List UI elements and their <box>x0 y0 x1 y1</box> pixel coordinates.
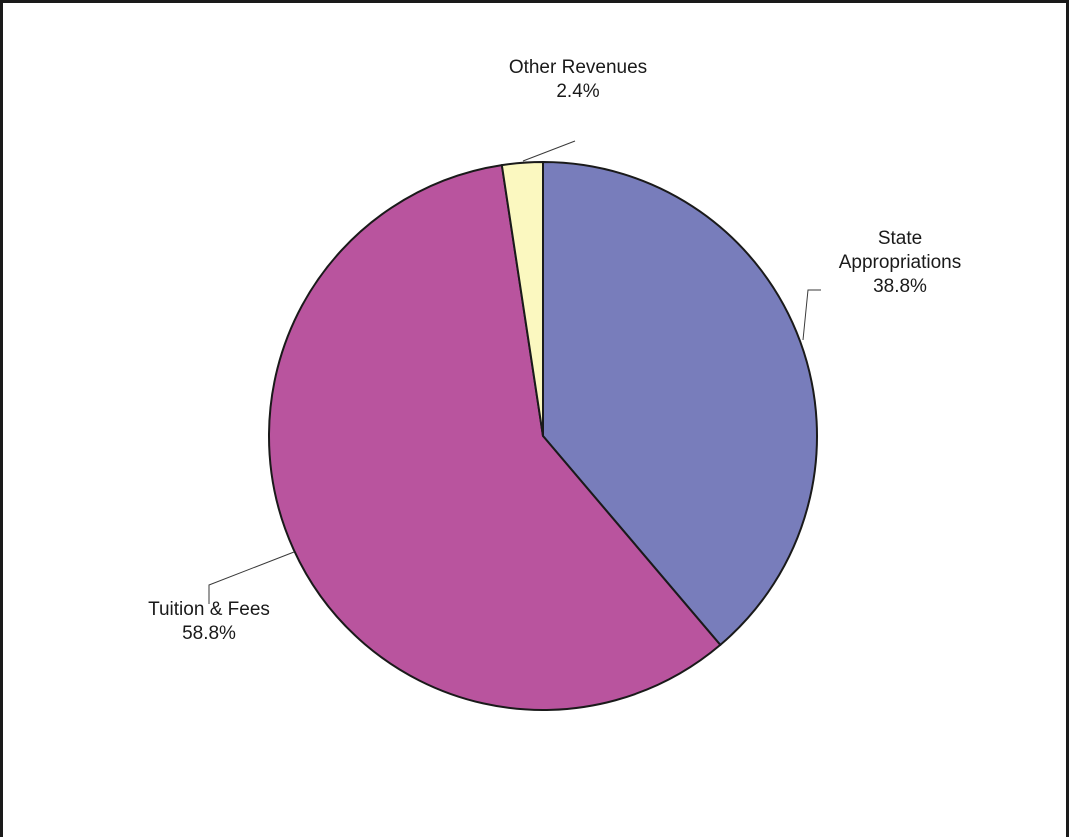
slice-category-label: State <box>878 228 922 249</box>
slice-labels: State Appropriations 38.8% Tuition & Fees 58… <box>148 57 961 644</box>
slice-tuition-fees <box>268 164 722 711</box>
leader-lines <box>208 140 821 604</box>
slice-other-revenues-leader-line <box>522 140 576 162</box>
label-other-revenues: Other Revenues 2.4% <box>509 57 647 102</box>
slice-state-appropriations <box>542 161 818 646</box>
slice-value-label: 38.8% <box>873 276 927 297</box>
label-tuition-fees: Tuition & Fees 58.8% <box>148 599 270 644</box>
slice-category-label: Tuition & Fees <box>148 599 270 620</box>
pie-slices <box>268 161 818 711</box>
slice-state-appropriations-leader-line <box>802 289 821 341</box>
slice-value-label: 58.8% <box>182 623 236 644</box>
slice-category-label: Other Revenues <box>509 57 647 78</box>
slice-category-label: Appropriations <box>839 252 962 273</box>
label-state-appropriations: State Appropriations 38.8% <box>839 228 962 297</box>
slice-other-revenues <box>500 161 544 437</box>
slice-tuition-fees-leader-line <box>208 551 295 604</box>
pie-chart: State Appropriations 38.8% Tuition & Fees 58… <box>148 57 961 711</box>
slice-value-label: 2.4% <box>556 81 599 102</box>
